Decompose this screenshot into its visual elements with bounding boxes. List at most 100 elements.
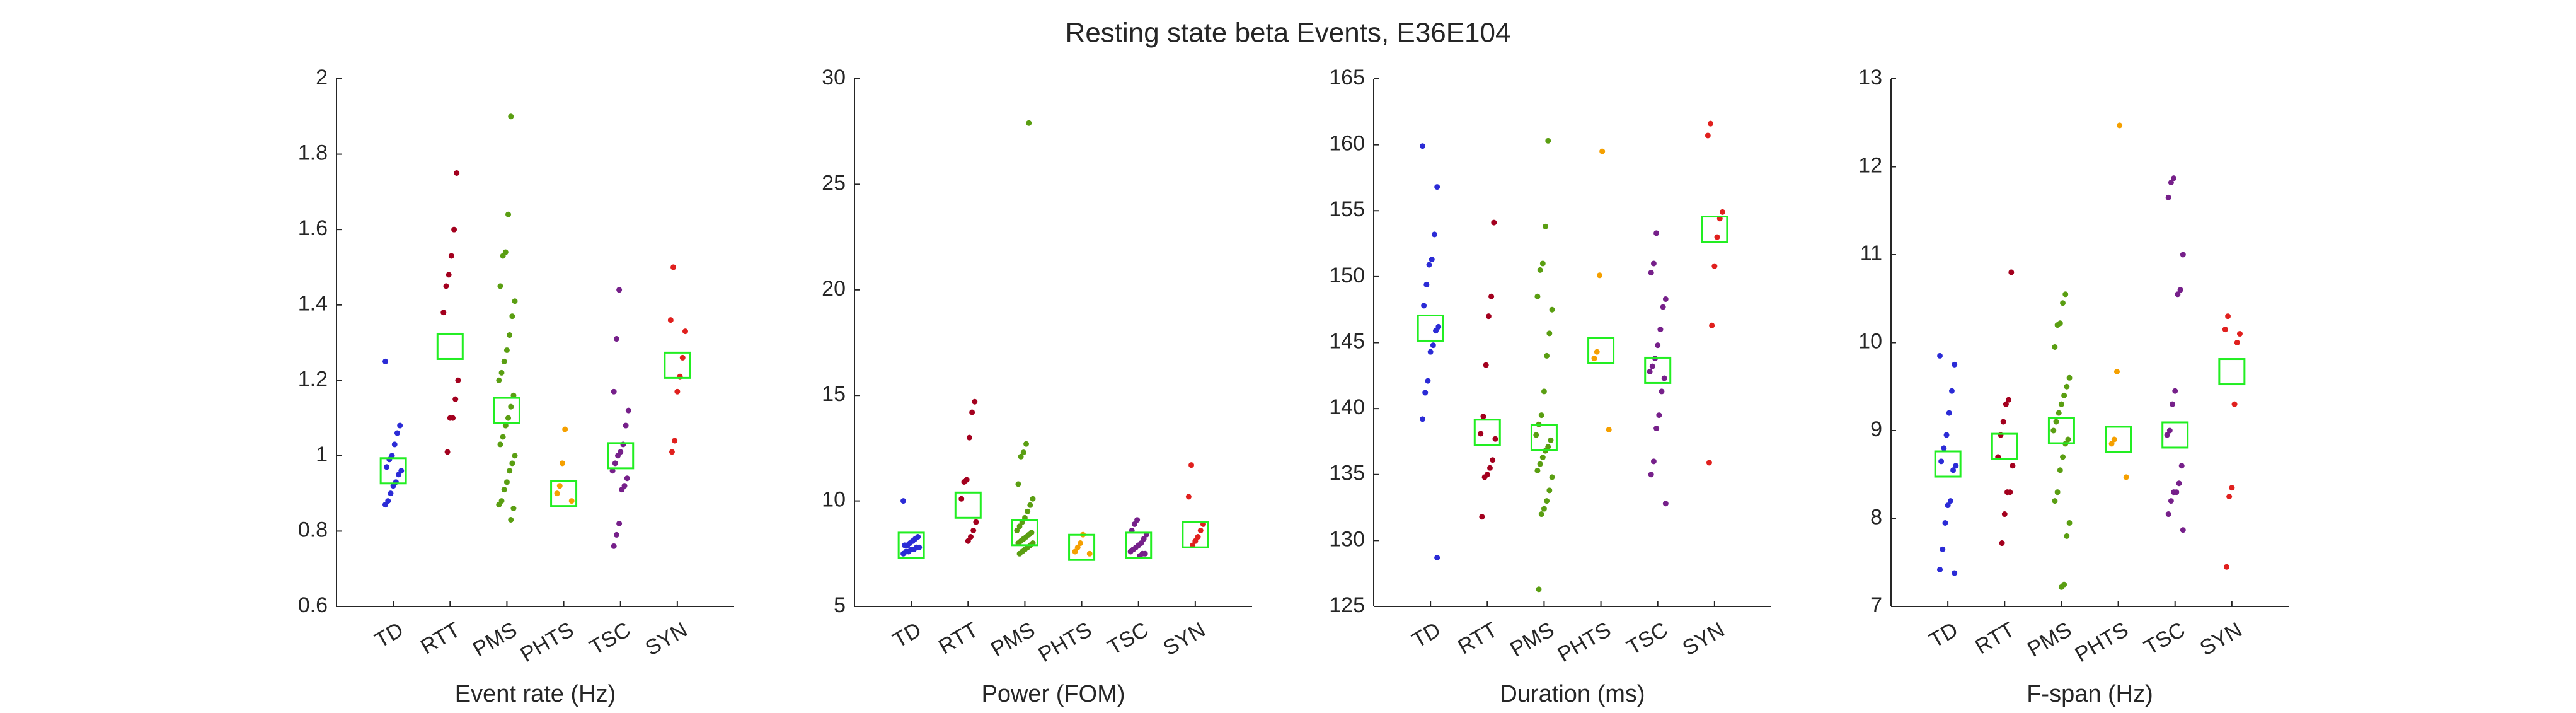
data-point — [507, 332, 513, 339]
data-point — [1543, 223, 1549, 229]
data-point — [1020, 449, 1026, 456]
y-tick-label: 10 — [1858, 329, 1882, 353]
data-point — [1141, 536, 1147, 542]
data-point — [1480, 414, 1486, 420]
x-axis-label: Power (FOM) — [982, 681, 1125, 707]
data-point — [2003, 401, 2009, 407]
data-point — [554, 490, 560, 497]
data-point — [2064, 383, 2070, 390]
data-point — [2000, 419, 2006, 425]
data-point — [2004, 489, 2010, 496]
data-point — [512, 453, 518, 459]
y-tick-label: 1.4 — [298, 292, 328, 316]
data-point — [1549, 306, 1555, 313]
data-point — [2062, 291, 2069, 298]
center-marker — [1530, 424, 1558, 451]
data-point — [2180, 252, 2186, 258]
data-point — [1648, 472, 1654, 478]
data-point — [2234, 340, 2240, 345]
data-point — [1539, 260, 1546, 267]
data-point — [1705, 132, 1711, 139]
data-point — [2236, 331, 2243, 337]
data-point — [500, 434, 506, 440]
data-point — [1662, 296, 1669, 302]
data-point — [1534, 467, 1541, 473]
data-point — [507, 468, 513, 474]
data-point — [1534, 293, 1541, 299]
data-point — [1491, 219, 1497, 226]
data-point — [1653, 426, 1660, 432]
data-point — [669, 449, 675, 455]
center-marker — [607, 442, 635, 470]
y-tick-label: 135 — [1329, 461, 1365, 485]
data-point — [2180, 527, 2186, 533]
x-tick-label: TD — [888, 618, 925, 653]
y-tick-label: 1.8 — [298, 141, 328, 165]
data-point — [900, 550, 907, 557]
data-point — [2178, 463, 2185, 469]
data-point — [1429, 257, 1435, 263]
data-point — [2171, 175, 2177, 182]
center-marker — [954, 491, 982, 519]
y-tick-label: 1.6 — [298, 216, 328, 240]
x-tick-label: TSC — [1103, 618, 1153, 660]
data-point — [1541, 388, 1547, 395]
data-point — [1539, 455, 1546, 461]
data-point — [1538, 511, 1544, 518]
x-tick-label: PMS — [2023, 618, 2076, 662]
data-point — [2111, 436, 2117, 443]
data-point — [972, 398, 978, 405]
data-point — [1549, 474, 1555, 480]
data-point — [679, 354, 686, 361]
data-point — [510, 392, 517, 398]
data-point — [382, 358, 389, 364]
data-point — [510, 506, 517, 512]
data-point — [2166, 427, 2173, 434]
center-marker — [2105, 426, 2132, 453]
data-point — [613, 531, 619, 538]
data-point — [1192, 538, 1199, 544]
x-tick-label: SYN — [1679, 618, 1729, 661]
data-point — [1427, 349, 1434, 355]
center-marker — [1068, 533, 1096, 561]
data-point — [625, 407, 631, 414]
y-tick-label: 130 — [1329, 527, 1365, 551]
data-point — [455, 377, 461, 383]
y-tick-label: 1.2 — [298, 367, 328, 391]
data-point — [2175, 291, 2181, 298]
data-point — [1711, 263, 1718, 269]
data-point — [902, 542, 908, 548]
data-point — [1943, 432, 1950, 438]
center-marker — [436, 332, 464, 360]
data-point — [2054, 489, 2061, 496]
x-tick-label: RTT — [1454, 618, 1502, 659]
x-axis-label: Duration (ms) — [1500, 681, 1645, 707]
data-point — [900, 498, 907, 504]
y-tick-label: 25 — [822, 171, 846, 195]
data-point — [508, 113, 514, 120]
x-tick-label: PHTS — [1035, 618, 1096, 667]
data-point — [1486, 465, 1493, 471]
data-point — [508, 403, 514, 410]
data-point — [502, 422, 509, 429]
x-tick-label: PMS — [1506, 618, 1558, 662]
data-point — [967, 534, 974, 540]
data-point — [1188, 462, 1195, 468]
data-point — [609, 468, 616, 474]
data-point — [674, 388, 681, 395]
data-point — [1950, 467, 1957, 473]
center-marker — [2047, 417, 2075, 444]
data-point — [667, 317, 674, 323]
data-point — [612, 460, 618, 467]
data-point — [2053, 419, 2059, 425]
data-point — [384, 464, 390, 470]
data-point — [1018, 453, 1024, 460]
data-point — [1940, 546, 1946, 552]
data-point — [446, 272, 452, 278]
data-point — [2170, 401, 2176, 407]
data-point — [509, 313, 515, 320]
data-point — [1708, 120, 1714, 127]
data-point — [2060, 300, 2066, 306]
